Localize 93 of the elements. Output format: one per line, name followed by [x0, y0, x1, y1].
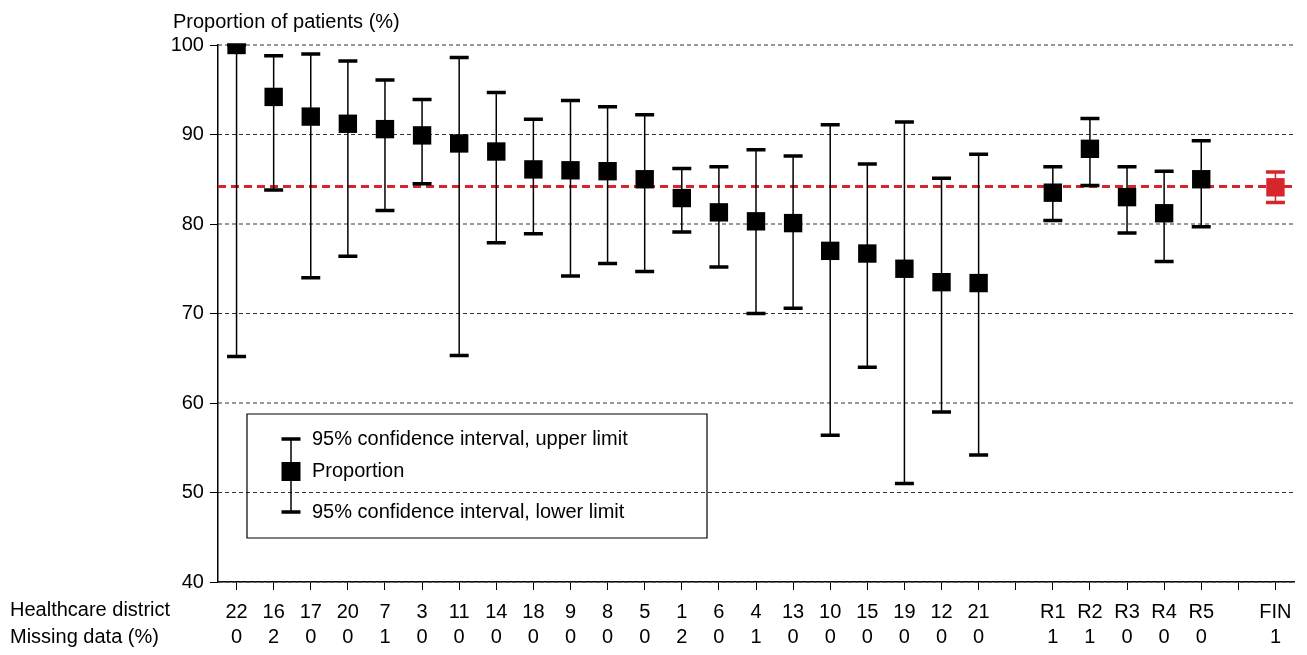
y-tick-label: 70: [181, 301, 204, 324]
text: 0: [787, 624, 799, 647]
annotation: 95% confidence interval, upper limit: [312, 426, 629, 449]
text: 1: [750, 624, 762, 647]
x-tick-label: 10: [819, 599, 842, 622]
x-tick-label: 9: [564, 599, 577, 622]
x-tick-label: FIN: [1259, 599, 1292, 622]
point: [635, 170, 654, 189]
point: [449, 134, 469, 153]
x-tick-label: 17: [299, 599, 322, 622]
text: 0: [1195, 624, 1207, 647]
x-tick-label: 20: [336, 599, 359, 622]
point: [746, 212, 766, 231]
x-tick-label: 15: [856, 599, 879, 622]
x-tick-label: 6: [713, 599, 725, 622]
point: [672, 188, 691, 208]
y-tick-label: 60: [181, 390, 204, 413]
x-tick-label: 7: [379, 599, 391, 622]
x-axis-title: Healthcare district: [10, 597, 171, 620]
text: 0: [453, 624, 465, 647]
annotation: 95% confidence interval, lower limit: [312, 499, 625, 522]
point: [932, 272, 951, 292]
y-tick-label: 90: [181, 122, 204, 145]
text: 0: [824, 624, 836, 647]
y-tick-label: 50: [181, 480, 204, 503]
point: [783, 213, 803, 233]
text: 0: [713, 624, 725, 647]
x-tick-label: 18: [522, 599, 545, 622]
point: [969, 273, 988, 293]
x-tick-label: 8: [602, 599, 614, 622]
text: 0: [1158, 624, 1170, 647]
x-tick-label: 22: [225, 599, 248, 622]
x-tick-label: 3: [416, 599, 428, 622]
x-tick-label: 5: [639, 599, 651, 622]
text: 0: [527, 624, 539, 647]
text: 1: [1084, 624, 1096, 647]
text: 0: [342, 624, 354, 647]
x-tick-label: 21: [967, 599, 990, 622]
point: [1192, 170, 1211, 189]
text: 0: [305, 624, 317, 647]
y-tick-label: 100: [170, 32, 204, 55]
text: 0: [564, 624, 577, 647]
text: 1: [1047, 624, 1059, 647]
x-tick-label: 11: [448, 599, 470, 622]
point: [895, 259, 914, 278]
text: Missing data (%): [10, 624, 159, 647]
y-axis-title: Proportion of patients (%): [173, 9, 400, 32]
point: [598, 162, 617, 181]
x-tick-label: R5: [1188, 599, 1215, 622]
text: 0: [490, 624, 502, 647]
x-tick-label: R1: [1040, 599, 1066, 622]
text: 1: [379, 624, 391, 647]
point: [1043, 183, 1063, 202]
x-tick-label: 19: [893, 599, 916, 622]
point: [561, 161, 580, 180]
text: 0: [861, 624, 873, 647]
point: [1266, 178, 1285, 197]
point: [264, 87, 283, 107]
point: [524, 160, 543, 179]
x-tick-label: R2: [1077, 599, 1103, 622]
point: [1154, 204, 1174, 223]
x-tick-label: 4: [750, 599, 762, 622]
legend-label: Proportion: [312, 458, 405, 481]
point: [709, 203, 729, 222]
point: [338, 114, 358, 133]
text: 0: [230, 624, 243, 647]
point: [1117, 187, 1137, 207]
x-tick-label: 1: [676, 599, 688, 622]
text: 0: [416, 624, 428, 647]
x-tick-label: 13: [781, 599, 805, 622]
y-tick-label: 40: [181, 569, 204, 592]
text: 0: [639, 624, 651, 647]
x-tick-label: R4: [1151, 599, 1177, 622]
text: 2: [268, 624, 280, 647]
point: [487, 142, 506, 161]
text: 0: [1121, 624, 1133, 647]
point: [375, 119, 395, 139]
point: [1080, 139, 1100, 159]
x-tick-label: 14: [485, 599, 508, 622]
x-tick-label: 12: [930, 599, 953, 622]
text: 0: [602, 624, 614, 647]
text: 2: [676, 624, 688, 647]
text: 0: [973, 624, 985, 647]
point: [412, 126, 432, 145]
point: [301, 107, 320, 126]
x-tick-label: 16: [262, 599, 285, 622]
y-tick-label: 80: [181, 211, 204, 234]
x-tick-label: R3: [1114, 599, 1140, 622]
text: 1: [1269, 624, 1282, 647]
text: 0: [898, 624, 910, 647]
text: 0: [935, 624, 948, 647]
point: [821, 241, 840, 261]
point: [858, 244, 877, 263]
